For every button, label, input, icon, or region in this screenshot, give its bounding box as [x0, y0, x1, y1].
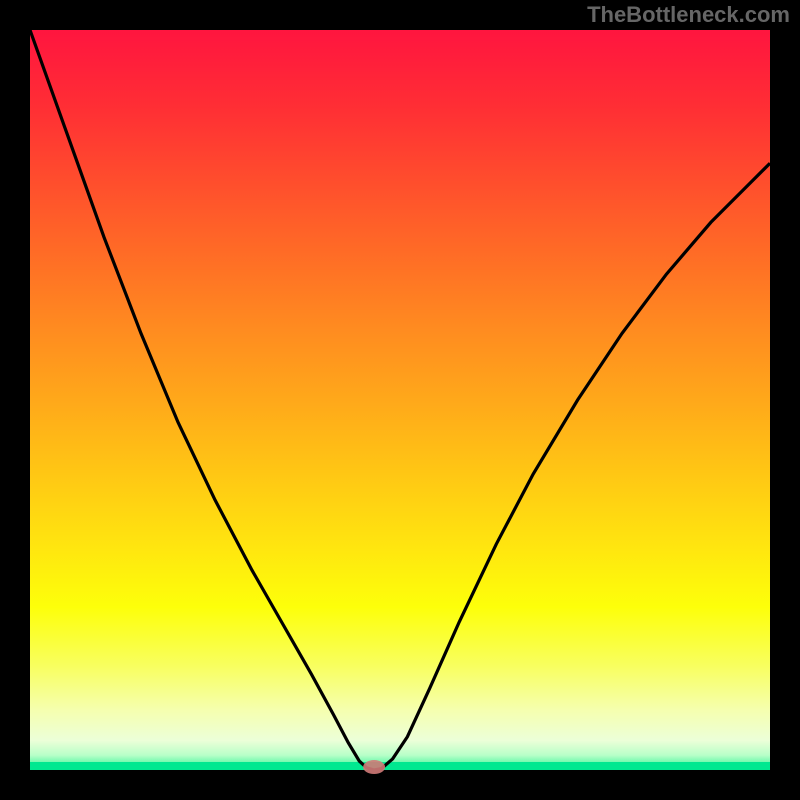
- plot-background: [30, 30, 770, 770]
- optimum-marker: [363, 760, 385, 774]
- bottleneck-chart: [0, 0, 800, 800]
- green-baseline-strip: [30, 762, 770, 770]
- watermark-text: TheBottleneck.com: [587, 2, 790, 28]
